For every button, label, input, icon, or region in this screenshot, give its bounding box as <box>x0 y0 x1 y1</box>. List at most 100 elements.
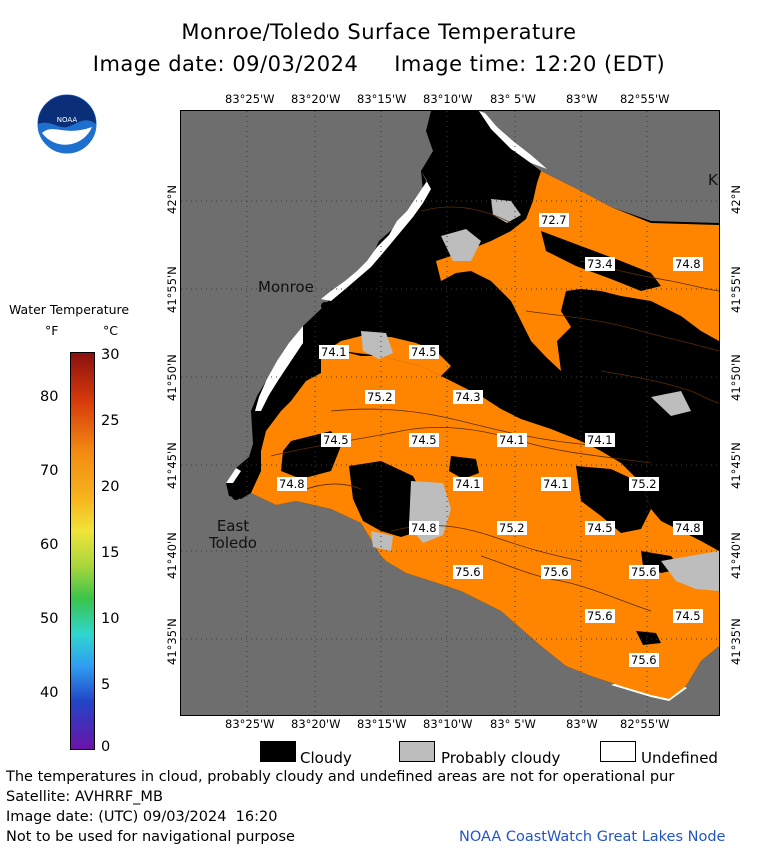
temp-label: 72.7 <box>539 213 569 227</box>
temp-label: 74.1 <box>585 433 615 447</box>
temp-label: 74.8 <box>277 477 307 491</box>
temp-label: 74.1 <box>541 477 571 491</box>
legend-c-tick: 5 <box>101 677 111 693</box>
cloudy-swatch <box>260 741 296 762</box>
temp-label: 74.8 <box>673 257 703 271</box>
lat-label-right: 41°40'N <box>729 532 743 579</box>
lon-label-top: 83°10'W <box>423 92 473 106</box>
legend-c-tick: 0 <box>101 739 111 755</box>
legend-f-tick: 80 <box>40 389 59 405</box>
lon-label-bottom: 82°55'W <box>620 717 670 731</box>
lat-label-left: 41°45'N <box>165 442 179 489</box>
monroe-marker <box>321 302 329 310</box>
legend-c-tick: 15 <box>101 545 120 561</box>
legend-f-tick: 60 <box>40 537 59 553</box>
footer-disclaimer: The temperatures in cloud, probably clou… <box>6 769 675 785</box>
cloudy-label: Cloudy <box>300 749 352 767</box>
undefined-swatch <box>600 741 636 762</box>
temp-label: 74.5 <box>409 433 439 447</box>
lat-label-right: 42°N <box>729 185 743 214</box>
lon-label-top: 83°W <box>566 92 598 106</box>
map-title: Monroe/Toledo Surface Temperature <box>181 20 577 44</box>
lon-label-bottom: 83°25'W <box>225 717 275 731</box>
map-subtitle: Image date: 09/03/2024 Image time: 12:20… <box>92 52 666 76</box>
temp-label: 74.1 <box>319 345 349 359</box>
cloudy-area <box>449 456 479 479</box>
temp-label: 75.6 <box>629 653 659 667</box>
temp-label: 74.1 <box>453 477 483 491</box>
lat-label-right: 41°45'N <box>729 442 743 489</box>
cloudy-area <box>349 461 429 537</box>
lon-label-top: 83°20'W <box>291 92 341 106</box>
lon-label-bottom: 83°10'W <box>423 717 473 731</box>
temp-label: 74.1 <box>497 433 527 447</box>
cloudy-area <box>636 631 661 645</box>
lat-label-left: 41°50'N <box>165 354 179 401</box>
undefined-label: Undefined <box>641 749 718 767</box>
temp-label: 75.6 <box>541 565 571 579</box>
noaa-logo-text: NOAA <box>57 116 78 124</box>
undefined-area <box>255 326 303 411</box>
probably-cloudy-area <box>441 229 481 261</box>
legend-c-tick: 25 <box>101 413 120 429</box>
lon-label-top: 82°55'W <box>620 92 670 106</box>
temp-label: 75.6 <box>629 565 659 579</box>
lat-label-right: 41°50'N <box>729 354 743 401</box>
temp-label: 74.8 <box>673 521 703 535</box>
noaa-logo: NOAA <box>36 93 98 155</box>
temp-label: 74.5 <box>409 345 439 359</box>
cloudy-area <box>573 296 719 386</box>
undefined-area <box>479 111 547 169</box>
lat-label-left: 41°55'N <box>165 266 179 313</box>
footer-navigation-note: Not to be used for navigational purpose <box>6 829 295 845</box>
legend-c-tick: 30 <box>101 347 120 363</box>
temp-label: 75.2 <box>497 521 527 535</box>
lon-label-top: 83°25'W <box>225 92 275 106</box>
place-label-toledo: Toledo <box>209 534 257 552</box>
lon-label-bottom: 83°15'W <box>357 717 407 731</box>
temperature-color-bar <box>70 352 95 750</box>
footer-satellite: Satellite: AVHRRF_MB <box>6 789 163 805</box>
probably-cloudy-area <box>651 391 691 416</box>
lat-label-right: 41°35'N <box>729 618 743 665</box>
temp-label: 74.3 <box>453 390 483 404</box>
graticule-lines <box>181 111 719 715</box>
footer-image-date: Image date: (UTC) 09/03/2024 16:20 <box>6 809 278 825</box>
temp-label: 75.2 <box>365 390 395 404</box>
place-label-monroe: Monroe <box>258 278 314 296</box>
temp-label: 74.5 <box>585 521 615 535</box>
surface-temperature-map <box>181 111 719 715</box>
lon-label-bottom: 83°W <box>566 717 598 731</box>
probably-cloudy-swatch <box>399 741 435 762</box>
map-frame[interactable]: 72.7 73.4 74.8 74.1 74.5 75.2 74.3 74.5 … <box>180 110 720 716</box>
east-toledo-marker <box>232 492 240 500</box>
temp-label: 74.5 <box>321 433 351 447</box>
lon-label-top: 83°15'W <box>357 92 407 106</box>
lon-label-bottom: 83°20'W <box>291 717 341 731</box>
place-label-k: K <box>708 171 718 189</box>
lat-label-left: 42°N <box>165 185 179 214</box>
temp-label: 75.2 <box>629 477 659 491</box>
probably-cloudy-area <box>661 551 719 591</box>
legend-c-tick: 10 <box>101 611 120 627</box>
legend-f-tick: 70 <box>40 463 59 479</box>
legend-scale-title: Water Temperature <box>9 302 130 317</box>
undefined-area <box>226 468 241 483</box>
lat-label-left: 41°40'N <box>165 532 179 579</box>
legend-c-tick: 20 <box>101 479 120 495</box>
temp-label: 75.6 <box>453 565 483 579</box>
legend-f-tick: 50 <box>40 611 59 627</box>
probably-cloudy-area <box>371 531 393 551</box>
lat-label-left: 41°35'N <box>165 618 179 665</box>
legend-unit-c: °C <box>103 323 118 338</box>
place-label-east-toledo: East Toledo <box>200 518 266 552</box>
temp-label: 73.4 <box>585 257 615 271</box>
legend-f-tick: 40 <box>40 685 59 701</box>
temp-label: 74.5 <box>673 609 703 623</box>
legend-unit-f: °F <box>45 323 59 338</box>
lat-label-right: 41°55'N <box>729 266 743 313</box>
lon-label-bottom: 83° 5'W <box>490 717 536 731</box>
temp-label: 75.6 <box>585 609 615 623</box>
temp-label: 74.8 <box>409 521 439 535</box>
probably-cloudy-label: Probably cloudy <box>441 749 561 767</box>
